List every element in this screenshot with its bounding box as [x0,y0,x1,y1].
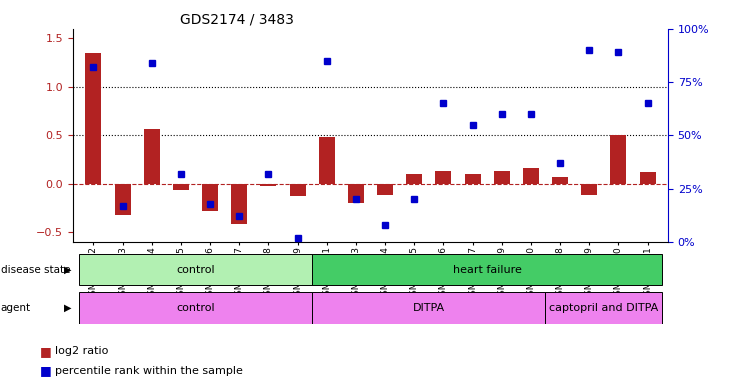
Text: DITPA: DITPA [412,303,445,313]
Text: log2 ratio: log2 ratio [55,346,108,356]
Bar [312,254,662,285]
Bar [85,53,101,184]
Bar [173,184,189,190]
Text: disease state: disease state [1,265,70,275]
Bar [610,136,626,184]
Bar [377,184,393,195]
Bar [406,174,422,184]
Bar [261,184,277,186]
Bar [552,177,568,184]
Bar [545,293,662,324]
Bar [115,184,131,215]
Bar [202,184,218,211]
Text: heart failure: heart failure [453,265,521,275]
Bar [144,129,160,184]
Bar [312,293,545,324]
Text: captopril and DITPA: captopril and DITPA [549,303,658,313]
Text: ■: ■ [40,345,52,358]
Text: ▶: ▶ [64,265,71,275]
Text: percentile rank within the sample: percentile rank within the sample [55,366,242,376]
Bar [435,171,451,184]
Bar [493,171,510,184]
Bar [231,184,247,225]
Bar [290,184,306,196]
Bar [464,174,480,184]
Bar [79,254,312,285]
Text: control: control [176,265,215,275]
Bar [581,184,597,195]
Bar [639,172,656,184]
Text: agent: agent [1,303,31,313]
Text: GDS2174 / 3483: GDS2174 / 3483 [180,12,294,26]
Bar [79,293,312,324]
Text: ■: ■ [40,364,52,377]
Bar [348,184,364,203]
Text: control: control [176,303,215,313]
Bar [523,168,539,184]
Bar [319,137,335,184]
Text: ▶: ▶ [64,303,71,313]
